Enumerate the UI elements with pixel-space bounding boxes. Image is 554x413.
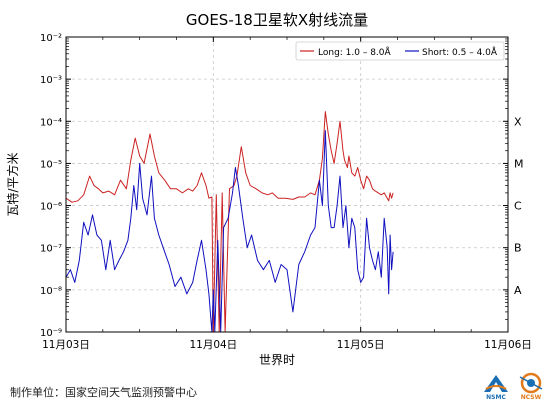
- x-tick-label: 11月04日: [189, 339, 237, 351]
- y-tick-label: 10⁻⁴: [40, 117, 62, 128]
- nsmc-logo-icon: [484, 375, 508, 392]
- class-label: X: [514, 115, 522, 128]
- legend-box: [295, 41, 505, 61]
- legend-short-label: Short: 0.5 – 4.0Å: [422, 46, 498, 58]
- y-axis-label: 瓦特/平方米: [5, 152, 20, 216]
- axis-ticks: 10⁻⁹ 10⁻⁸ 10⁻⁷ 10⁻⁶ 10⁻⁵ 10⁻⁴ 10⁻³ 10⁻² 11月03日 11…: [40, 33, 532, 351]
- legend: Long: 1.0 – 8.0Å Short: 0.5 – 4.0Å: [295, 41, 505, 61]
- credit-text: 制作单位：国家空间天气监测预警中心: [10, 386, 197, 399]
- flux-chart: GOES-18卫星软X射线流量 瓦特/平方米 世界时 10⁻⁹10⁻⁸10⁻⁷1…: [5, 11, 532, 367]
- y-tick-label: 10⁻³: [40, 75, 62, 86]
- series-line-short: [65, 130, 394, 333]
- plot-frame: [65, 36, 509, 333]
- legend-long-label: Long: 1.0 – 8.0Å: [318, 46, 392, 58]
- y-tick-label: 10⁻²: [40, 33, 62, 44]
- class-label: C: [514, 200, 522, 213]
- x-tick-label: 11月03日: [42, 339, 90, 351]
- y-tick-label: 10⁻⁵: [40, 159, 62, 170]
- chart-title: GOES-18卫星软X射线流量: [186, 11, 368, 29]
- x-tick-label: 11月05日: [337, 339, 385, 351]
- flare-class-labels: A B C M X: [514, 115, 524, 297]
- y-tick-label: 10⁻⁸: [40, 286, 62, 297]
- y-tick-label: 10⁻⁷: [40, 244, 62, 255]
- y-tick-label: 10⁻⁶: [40, 202, 62, 213]
- x-axis-label: 世界时: [259, 353, 295, 367]
- nsmc-logo-caption: NSMC: [486, 394, 506, 401]
- class-label: B: [514, 242, 522, 255]
- series-lines: [65, 111, 394, 333]
- class-label: A: [514, 284, 522, 297]
- ncsw-logo-caption: NCSW: [520, 394, 542, 401]
- y-tick-label: 10⁻⁹: [40, 328, 62, 339]
- series-line-long: [65, 111, 394, 333]
- class-label: M: [514, 157, 524, 170]
- ncsw-logo-icon: [519, 372, 543, 394]
- x-tick-label: 11月06日: [484, 339, 532, 351]
- grid-lines: [66, 37, 508, 332]
